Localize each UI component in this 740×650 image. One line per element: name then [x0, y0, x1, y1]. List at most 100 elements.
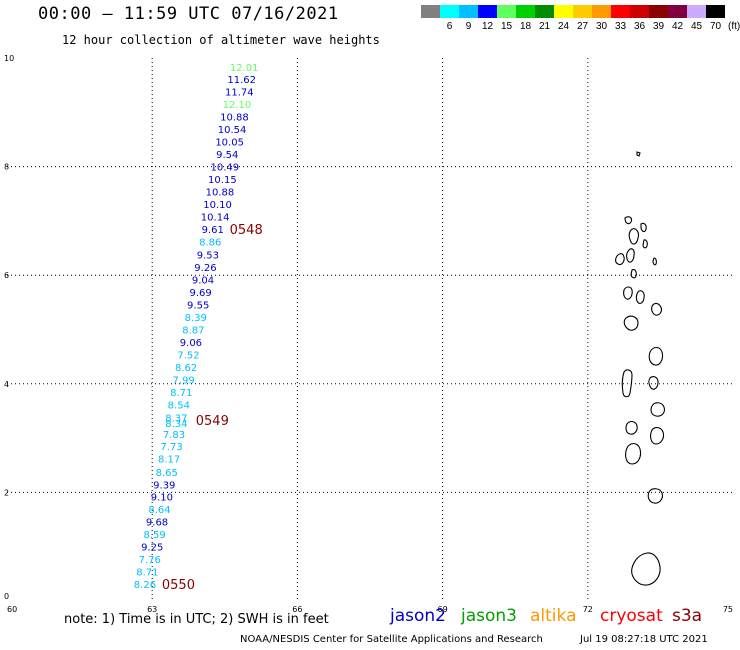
legend-swatch — [706, 5, 725, 18]
x-tick-label: 66 — [292, 605, 302, 614]
island-outline — [648, 376, 659, 390]
legend-label: 18 — [519, 21, 532, 32]
wave-height-label: 10.54 — [218, 125, 247, 136]
wave-height-label: 9.10 — [151, 493, 173, 504]
pass-time-label: 0549 — [196, 414, 229, 429]
wave-height-label: 8.71 — [136, 568, 158, 579]
wave-height-label: 8.54 — [168, 400, 190, 411]
wave-height-label: 8.64 — [148, 505, 170, 516]
legend-label: 70 — [709, 21, 722, 32]
island-outline — [625, 443, 642, 465]
wave-height-label: 8.71 — [170, 388, 192, 399]
wave-height-label: 7.99 — [173, 375, 195, 386]
legend-label: 45 — [690, 21, 703, 32]
legend-label: 33 — [614, 21, 627, 32]
legend-label: 9 — [465, 21, 472, 32]
legend-swatch — [516, 5, 535, 18]
wave-height-label: 9.69 — [189, 288, 211, 299]
footer-note: note: 1) Time is in UTC; 2) SWH is in fe… — [64, 612, 329, 627]
coastline-maldives — [615, 151, 665, 586]
x-tick-label: 60 — [7, 605, 17, 614]
satellite-cryosat-label: cryosat — [600, 606, 663, 626]
legend-swatch — [440, 5, 459, 18]
x-tick-label: 72 — [583, 605, 593, 614]
island-outline — [640, 222, 647, 233]
island-outline — [630, 268, 637, 279]
island-outline — [628, 228, 639, 245]
wave-height-label: 9.25 — [141, 543, 163, 554]
wave-height-label: 10.15 — [208, 175, 237, 186]
wave-height-label: 10.88 — [206, 188, 235, 199]
x-tick-label: 69 — [438, 605, 448, 614]
wave-height-label: 8.26 — [134, 580, 156, 591]
map-subtitle: 12 hour collection of altimeter wave hei… — [62, 33, 380, 47]
island-outline — [615, 253, 625, 266]
legend-swatch — [592, 5, 611, 18]
grid-lines — [7, 58, 733, 601]
x-tick-label: 75 — [723, 605, 733, 614]
y-tick-label: 6 — [4, 271, 9, 280]
island-outline — [623, 286, 633, 300]
wave-height-label: 7.76 — [139, 555, 161, 566]
wave-height-label: 8.39 — [185, 313, 207, 324]
wave-height-label: 8.59 — [143, 530, 165, 541]
y-tick-label: 2 — [4, 488, 9, 497]
island-outline — [635, 290, 645, 304]
y-tick-label: 4 — [4, 380, 9, 389]
wave-height-label: 8.87 — [182, 326, 204, 337]
legend-label: 6 — [446, 21, 453, 32]
legend-swatch — [421, 5, 440, 18]
wave-height-label: 9.54 — [216, 150, 238, 161]
island-outline — [636, 151, 641, 157]
legend-swatch — [649, 5, 668, 18]
wave-height-label: 9.39 — [153, 480, 175, 491]
legend-label: 39 — [652, 21, 665, 32]
island-outline — [626, 248, 635, 263]
wave-height-points: 12.0111.6211.7412.1010.8810.5410.059.541… — [134, 63, 259, 591]
satellite-altika-label: altika — [530, 606, 577, 626]
island-outline — [624, 216, 633, 225]
legend-swatch — [630, 5, 649, 18]
legend-swatch — [668, 5, 687, 18]
legend-swatch — [554, 5, 573, 18]
wave-height-label: 9.55 — [187, 301, 209, 312]
legend-label: 12 — [481, 21, 494, 32]
legend-label: 24 — [557, 21, 570, 32]
island-outline — [621, 369, 633, 398]
legend-swatch — [459, 5, 478, 18]
legend-swatches — [421, 5, 725, 18]
legend-label: 42 — [671, 21, 684, 32]
legend-swatch — [611, 5, 630, 18]
wave-height-label: 9.26 — [194, 263, 216, 274]
pass-time-label: 0550 — [162, 578, 195, 593]
island-outline — [642, 239, 648, 249]
wave-height-label: 7.73 — [160, 442, 182, 453]
island-outline — [651, 303, 662, 316]
legend-label: 30 — [595, 21, 608, 32]
island-outline — [650, 402, 665, 417]
wave-height-label: 12.01 — [230, 63, 259, 74]
satellite-jason3-label: jason3 — [461, 606, 517, 626]
legend-swatch — [573, 5, 592, 18]
credit-line: NOAA/NESDIS Center for Satellite Applica… — [240, 634, 543, 645]
wave-height-label: 9.53 — [197, 251, 219, 262]
satellite-jason2-label: jason2 — [390, 606, 446, 626]
y-tick-label: 8 — [4, 163, 9, 172]
y-tick-label: 0 — [4, 592, 9, 601]
map-title: 00:00 – 11:59 UTC 07/16/2021 — [38, 4, 339, 24]
wave-height-label: 8.34 — [165, 419, 187, 430]
legend-label: 36 — [633, 21, 646, 32]
legend-unit-label: (ft) — [728, 21, 740, 32]
wave-height-label: 10.14 — [201, 213, 230, 224]
wave-height-label: 12.10 — [223, 100, 252, 111]
island-outline — [647, 488, 663, 504]
wave-height-label: 9.04 — [192, 276, 214, 287]
axis-tick-labels: 60 63 66 69 72 75 0 2 4 6 8 10 — [4, 54, 733, 614]
legend-label: 15 — [500, 21, 513, 32]
wave-height-label: 10.05 — [215, 138, 244, 149]
pass-time-labels: 0548 0549 0550 — [162, 223, 263, 593]
wave-height-label: 8.65 — [156, 468, 178, 479]
generated-timestamp: Jul 19 08:27:18 UTC 2021 — [580, 634, 708, 645]
wave-height-label: 9.68 — [146, 518, 168, 529]
